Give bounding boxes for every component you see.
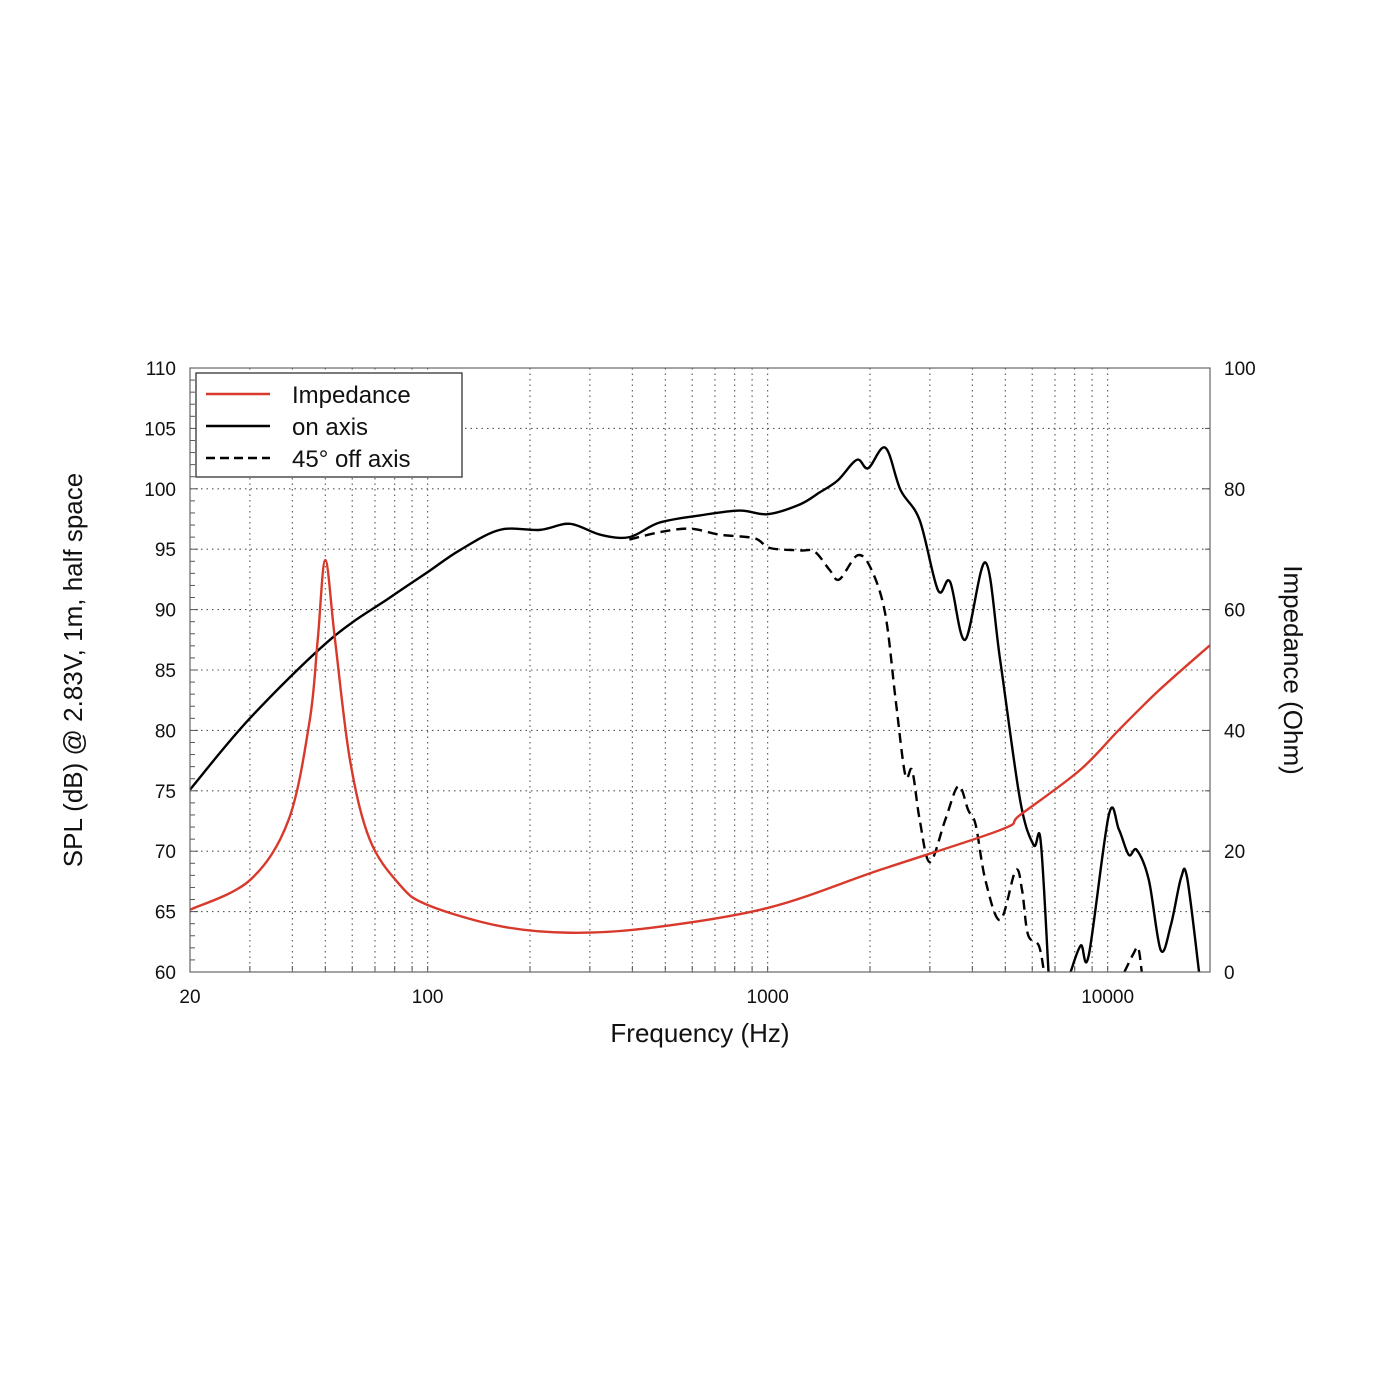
series-line-on-axis bbox=[189, 446, 1050, 973]
series-line-45-off-axis bbox=[1123, 945, 1143, 973]
y-right-tick-label: 0 bbox=[1224, 963, 1235, 984]
y-right-tick-label: 80 bbox=[1224, 480, 1245, 501]
plot-frame bbox=[189, 367, 1211, 973]
left-axis-title: SPL (dB) @ 2.83V, 1m, half space bbox=[58, 473, 88, 867]
y-left-tick-label: 75 bbox=[155, 782, 176, 803]
y-right-tick-label: 100 bbox=[1224, 359, 1256, 380]
legend-label-off-axis: 45° off axis bbox=[292, 446, 411, 473]
y-left-tick-label: 95 bbox=[155, 540, 176, 561]
y-left-tick-label: 65 bbox=[155, 903, 176, 924]
y-right-tick-label: 40 bbox=[1224, 721, 1245, 742]
series-line-on-axis bbox=[1069, 806, 1201, 973]
y-right-tick-label: 60 bbox=[1224, 601, 1245, 622]
y-left-tick-label: 100 bbox=[144, 480, 176, 501]
x-tick-label: 10000 bbox=[1081, 987, 1134, 1008]
x-axis-title: Frequency (Hz) bbox=[610, 1018, 789, 1048]
grid bbox=[190, 367, 1210, 973]
y-left-tick-label: 70 bbox=[155, 842, 176, 863]
legend-label-on-axis: on axis bbox=[292, 414, 368, 441]
x-tick-label: 20 bbox=[179, 987, 200, 1008]
series-line-impedance bbox=[189, 558, 1211, 934]
x-tick-label: 1000 bbox=[747, 987, 789, 1008]
y-left-tick-label: 80 bbox=[155, 721, 176, 742]
curves bbox=[189, 446, 1211, 973]
y-left-tick-label: 85 bbox=[155, 661, 176, 682]
y-right-tick-label: 20 bbox=[1224, 842, 1245, 863]
y-left-tick-label: 105 bbox=[144, 419, 176, 440]
series-line-45-off-axis bbox=[629, 527, 1046, 973]
y-left-tick-label: 60 bbox=[155, 963, 176, 984]
legend: Impedance on axis 45° off axis bbox=[195, 372, 463, 478]
legend-label-impedance: Impedance bbox=[292, 382, 411, 409]
tick-labels: 60 65 70 75 80 85 90 95 100 105 110 0 20 40 60 80 100 20 1… bbox=[144, 359, 1255, 1008]
y-left-tick-label: 90 bbox=[155, 601, 176, 622]
y-left-tick-label: 110 bbox=[146, 359, 176, 380]
right-axis-title: Impedance (Ohm) bbox=[1278, 565, 1308, 775]
x-tick-label: 100 bbox=[412, 987, 444, 1008]
